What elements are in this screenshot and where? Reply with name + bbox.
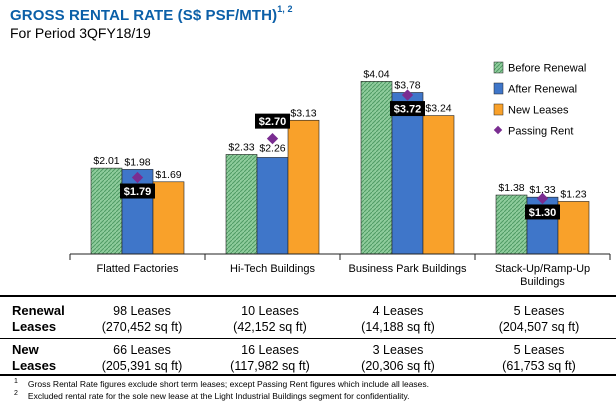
cell-line1: 10 Leases [241, 304, 299, 318]
row-label-line2: Leases [12, 358, 57, 373]
cell-line2: (20,306 sq ft) [361, 359, 435, 373]
data-label: $1.23 [560, 188, 586, 200]
cell-line2: (117,982 sq ft) [230, 359, 310, 373]
table-cell: 5 Leases (204,507 sq ft) [474, 303, 604, 335]
table-cell: 16 Leases (117,982 sq ft) [205, 342, 335, 374]
legend-label: After Renewal [508, 84, 577, 96]
passing-rent-label: $1.79 [124, 186, 152, 198]
data-label: $2.33 [228, 141, 254, 153]
table-row-renewal: Renewal Leases 98 Leases (270,452 sq ft) … [0, 300, 616, 340]
data-label: $1.33 [529, 184, 555, 196]
table-row-new: New Leases 66 Leases (205,391 sq ft) 16 L… [0, 340, 616, 380]
passing-rent-marker [131, 171, 144, 184]
data-label: $3.78 [394, 79, 420, 91]
data-label: $3.24 [425, 103, 451, 115]
cell-line1: 4 Leases [372, 304, 424, 318]
legend-swatch [493, 61, 504, 74]
data-label: $1.38 [498, 182, 524, 194]
passing-rent-label-box [120, 183, 155, 199]
passing-rent-label: $1.30 [529, 207, 557, 219]
title-footnote-ref: 1, 2 [277, 4, 293, 14]
legend-marker-passing-rent [493, 125, 503, 135]
x-tick-label: Flatted Factories [97, 263, 179, 275]
chart-title: GROSS RENTAL RATE (S$ PSF/MTH)1, 2 [10, 4, 293, 24]
footnote-2: 2 Excluded rental rate for the sole new l… [14, 390, 410, 401]
table-cell: 4 Leases (14,188 sq ft) [333, 303, 463, 335]
cell-line1: 5 Leases [513, 304, 565, 318]
cell-line1: 3 Leases [372, 343, 424, 357]
x-tick-label: Buildings [520, 276, 565, 288]
passing-rent-label: $3.72 [394, 104, 422, 116]
table-top-rule [0, 295, 616, 297]
chart-subtitle: For Period 3QFY18/19 [10, 25, 151, 41]
row-label-line1: Renewal [12, 303, 65, 318]
data-label: $3.13 [290, 107, 316, 119]
passing-rent-label: $2.70 [259, 116, 287, 128]
cell-line2: (14,188 sq ft) [361, 320, 435, 334]
table-cell: 98 Leases (270,452 sq ft) [77, 303, 207, 335]
bar-new-leases [287, 119, 320, 255]
bar-new-leases [152, 181, 185, 255]
bar-before-renewal [225, 154, 258, 255]
footnote-number: 2 [14, 390, 18, 397]
row-label-renewal: Renewal Leases [12, 303, 72, 335]
cell-line1: 66 Leases [113, 343, 171, 357]
footnote-text: Gross Rental Rate figures exclude short … [27, 378, 430, 389]
cell-line1: 98 Leases [113, 304, 171, 318]
passing-rent-label-box [525, 204, 560, 220]
row-label-line1: New [12, 342, 39, 357]
legend-swatch [493, 82, 504, 95]
chart-title-text: GROSS RENTAL RATE (S$ PSF/MTH) [10, 7, 278, 24]
cell-line1: 5 Leases [513, 343, 565, 357]
table-cell: 66 Leases (205,391 sq ft) [77, 342, 207, 374]
bar-before-renewal [90, 167, 123, 255]
passing-rent-marker [536, 192, 549, 205]
bar-after-renewal [256, 157, 289, 255]
legend-swatch [493, 103, 504, 116]
bar-after-renewal [121, 169, 154, 255]
cell-line2: (61,753 sq ft) [502, 359, 576, 373]
passing-rent-label-box [390, 101, 425, 117]
cell-line1: 16 Leases [241, 343, 299, 357]
bar-new-leases [422, 115, 455, 255]
passing-rent-marker [266, 132, 279, 145]
table-bottom-rule [0, 374, 616, 376]
x-tick-label: Business Park Buildings [348, 263, 467, 275]
data-label: $2.01 [93, 155, 119, 167]
bar-chart: $2.01 $1.98 $1.69 Flatted Factories $2.33 $2.… [69, 61, 611, 288]
data-label: $1.69 [155, 169, 181, 181]
table-mid-rule [0, 338, 616, 339]
legend-label: Before Renewal [508, 63, 586, 75]
table-cell: 10 Leases (42,152 sq ft) [205, 303, 335, 335]
cell-line2: (42,152 sq ft) [233, 320, 307, 334]
x-tick-label: Stack-Up/Ramp-Up [495, 263, 590, 275]
data-label: $1.98 [124, 156, 150, 168]
data-label: $2.26 [259, 142, 285, 154]
legend-label: Passing Rent [508, 126, 573, 138]
bar-before-renewal [495, 194, 528, 255]
table-cell: 3 Leases (20,306 sq ft) [333, 342, 463, 374]
bar-new-leases [557, 201, 590, 255]
bar-after-renewal [391, 92, 424, 255]
cell-line2: (205,391 sq ft) [101, 359, 183, 373]
row-label-new: New Leases [12, 342, 72, 374]
x-tick-label: Hi-Tech Buildings [230, 263, 315, 275]
passing-rent-label-box [255, 113, 290, 129]
footnote-1: 1 Gross Rental Rate figures exclude short… [14, 378, 429, 389]
table-cell: 5 Leases (61,753 sq ft) [474, 342, 604, 374]
legend-label: New Leases [508, 105, 569, 117]
data-label: $4.04 [363, 68, 389, 80]
cell-line2: (204,507 sq ft) [498, 320, 580, 334]
cell-line2: (270,452 sq ft) [101, 320, 183, 334]
footnote-text: Excluded rental rate for the sole new le… [27, 390, 410, 401]
row-label-line2: Leases [12, 319, 57, 334]
footnote-number: 1 [14, 378, 18, 385]
bar-before-renewal [360, 81, 393, 255]
